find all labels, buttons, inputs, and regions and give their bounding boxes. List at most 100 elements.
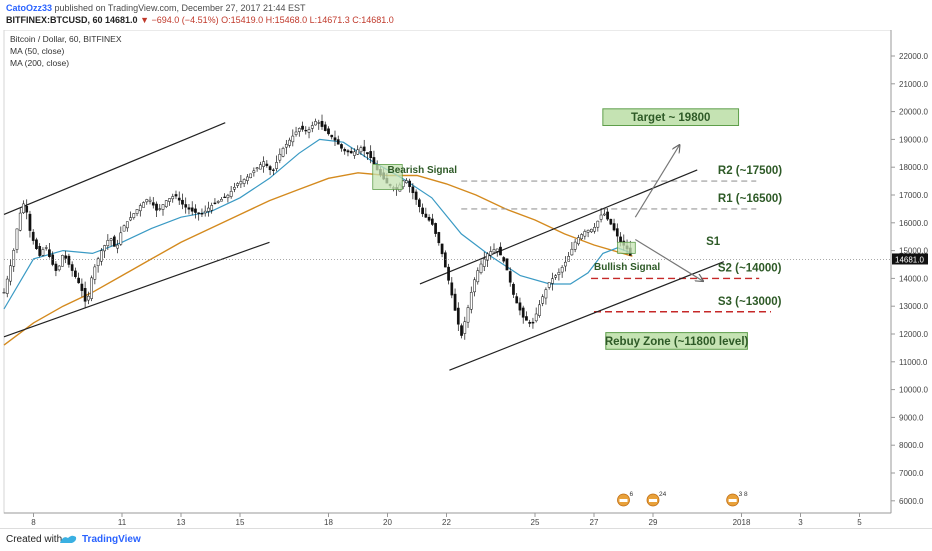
candle-body bbox=[547, 282, 551, 288]
candle-body bbox=[508, 271, 512, 283]
candle-body bbox=[440, 243, 444, 255]
candle-body bbox=[187, 207, 191, 210]
candle-body bbox=[473, 279, 476, 293]
event-flag-stripe bbox=[728, 499, 737, 502]
candle-body bbox=[424, 213, 428, 218]
candle-body bbox=[203, 210, 207, 214]
y-tick-label: 17000.0 bbox=[899, 191, 928, 200]
candle-body bbox=[9, 265, 12, 282]
publisher-link[interactable]: CatoOzz33 bbox=[6, 3, 53, 13]
signal-label: Bullish Signal bbox=[594, 262, 660, 273]
event-marker-count: 3 8 bbox=[739, 491, 748, 498]
candle-body bbox=[259, 164, 262, 170]
candle-body bbox=[437, 232, 441, 244]
projection-arrow bbox=[634, 145, 679, 218]
candle-body bbox=[411, 186, 415, 194]
candle-body bbox=[534, 313, 538, 322]
tradingview-brand-link[interactable]: TradingView bbox=[82, 534, 141, 545]
candle-body bbox=[486, 253, 489, 261]
candle-body bbox=[469, 292, 473, 310]
candle-body bbox=[353, 151, 356, 156]
legend-ma200: MA (200, close) bbox=[10, 58, 69, 68]
candle-body bbox=[330, 134, 334, 138]
y-tick-label: 11000.0 bbox=[899, 358, 928, 367]
symbol-line: BITFINEX:BTCUSD, 60 14681.0 ▼ −694.0 (−4… bbox=[6, 14, 394, 27]
y-tick-label: 13000.0 bbox=[899, 302, 928, 311]
candle-body bbox=[570, 248, 574, 256]
candle-body bbox=[564, 261, 567, 267]
candle-body bbox=[213, 202, 217, 204]
candle-body bbox=[281, 148, 285, 157]
candle-body bbox=[216, 201, 220, 203]
candle-body bbox=[164, 200, 168, 207]
candle-body bbox=[155, 203, 158, 211]
created-with-text: Created with bbox=[6, 534, 63, 545]
candle-body bbox=[609, 218, 613, 225]
candle-body bbox=[25, 205, 29, 213]
x-tick-label: 3 bbox=[798, 518, 803, 527]
candle-body bbox=[362, 146, 366, 152]
level-label: R1 (~16500) bbox=[718, 193, 782, 205]
candle-body bbox=[340, 144, 343, 149]
candle-body bbox=[297, 128, 301, 132]
candle-body bbox=[5, 278, 9, 294]
candle-body bbox=[447, 266, 450, 281]
x-tick-label: 13 bbox=[177, 518, 186, 527]
candle-body bbox=[148, 199, 152, 202]
y-tick-label: 18000.0 bbox=[899, 163, 928, 172]
candle-body bbox=[61, 255, 64, 267]
candle-body bbox=[310, 125, 314, 129]
candle-body bbox=[197, 212, 201, 214]
candle-body bbox=[109, 238, 113, 241]
candle-body bbox=[427, 217, 431, 221]
candle-body bbox=[229, 191, 233, 197]
level-label: S3 (~13000) bbox=[718, 296, 782, 308]
candle-body bbox=[599, 214, 603, 220]
y-tick-label: 9000.0 bbox=[899, 413, 924, 422]
candle-body bbox=[74, 270, 77, 277]
candle-body bbox=[521, 307, 525, 318]
candle-body bbox=[333, 137, 337, 141]
candle-body bbox=[443, 252, 447, 268]
candle-body bbox=[28, 213, 32, 231]
y-tick-label: 14000.0 bbox=[899, 274, 928, 283]
ma200-layer bbox=[3, 172, 633, 346]
y-tick-label: 20000.0 bbox=[899, 108, 928, 117]
annotation-layer: R2 (~17500) R1 (~16500) S2 (~14000) S3 (~13… bbox=[372, 108, 782, 507]
candle-body bbox=[612, 223, 616, 231]
candle-body bbox=[430, 218, 434, 225]
candle-body bbox=[220, 199, 223, 202]
trend-line bbox=[449, 261, 725, 371]
x-tick-label: 18 bbox=[324, 518, 333, 527]
signal-box bbox=[372, 164, 403, 190]
candle-body bbox=[54, 263, 58, 271]
candle-body bbox=[359, 147, 363, 153]
y-tick-label: 8000.0 bbox=[899, 441, 924, 450]
candle-body bbox=[226, 194, 230, 199]
y-tick-label: 10000.0 bbox=[899, 386, 928, 395]
candle-body bbox=[64, 255, 68, 259]
candle-body bbox=[456, 307, 460, 325]
candle-body bbox=[580, 234, 583, 240]
candle-body bbox=[505, 258, 509, 271]
candle-body bbox=[31, 231, 35, 241]
candle-body bbox=[515, 296, 519, 304]
level-label: S2 (~14000) bbox=[718, 262, 782, 274]
candle-body bbox=[294, 131, 298, 135]
published-text: published on TradingView.com, December 2… bbox=[54, 3, 306, 13]
candle-body bbox=[87, 295, 90, 301]
candle-body bbox=[495, 248, 499, 252]
candle-body bbox=[405, 180, 408, 184]
candle-body bbox=[343, 149, 347, 152]
candle-body bbox=[414, 191, 418, 200]
signal-box bbox=[617, 241, 636, 254]
price-chart[interactable]: R2 (~17500) R1 (~16500) S2 (~14000) S3 (~13… bbox=[0, 30, 932, 528]
candle-body bbox=[369, 151, 373, 158]
symbol-label: BITFINEX:BTCUSD, 60 bbox=[6, 15, 103, 25]
candle-body bbox=[262, 161, 265, 167]
candle-body bbox=[619, 236, 622, 243]
candle-body bbox=[70, 264, 74, 271]
candle-body bbox=[119, 232, 123, 245]
candle-body bbox=[171, 196, 175, 200]
event-flag-stripe bbox=[649, 499, 657, 502]
